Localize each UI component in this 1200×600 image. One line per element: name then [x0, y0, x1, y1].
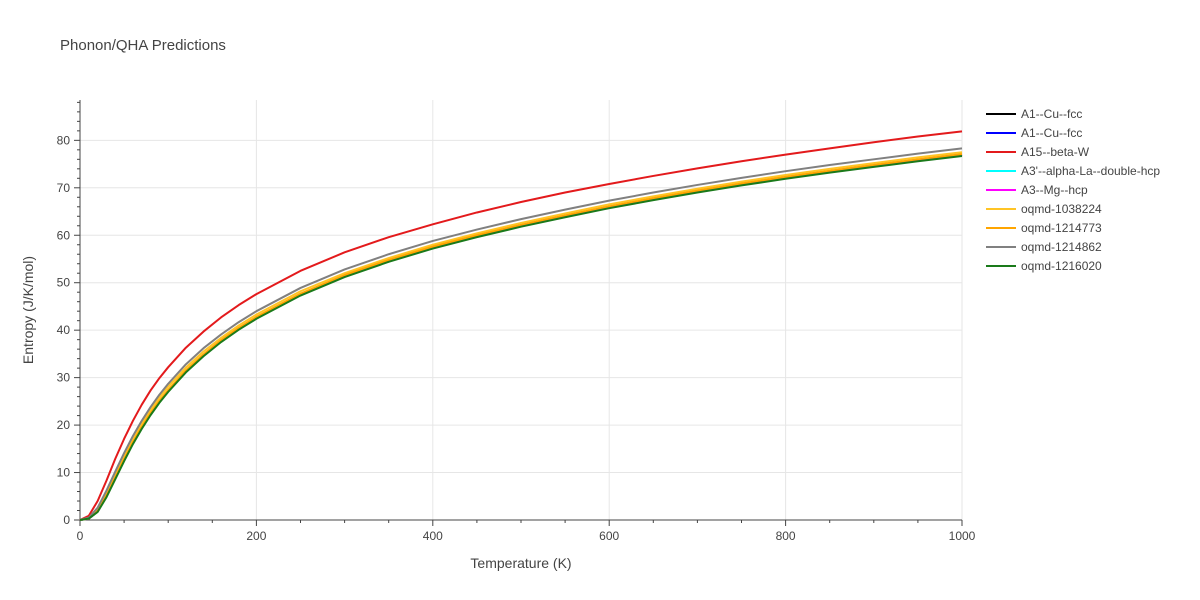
series-line-1: [79, 153, 963, 521]
series-line-2: [79, 130, 963, 521]
series-lines: [79, 130, 963, 521]
chart-title: Phonon/QHA Predictions: [60, 37, 226, 54]
x-tick-label: 400: [423, 529, 443, 543]
legend-label: oqmd-1216020: [1021, 259, 1102, 273]
series-line-0: [79, 153, 963, 521]
legend-item[interactable]: A1--Cu--fcc: [986, 107, 1082, 121]
y-axis-title: Entropy (J/K/mol): [20, 256, 36, 364]
y-tick-label: 30: [57, 371, 71, 385]
y-tick-label: 70: [57, 181, 71, 195]
legend-label: A3'--alpha-La--double-hcp: [1021, 164, 1160, 178]
x-axis-title: Temperature (K): [470, 555, 571, 571]
x-tick-label: 600: [599, 529, 619, 543]
legend-label: A1--Cu--fcc: [1021, 107, 1082, 121]
legend-label: oqmd-1038224: [1021, 202, 1102, 216]
legend-label: oqmd-1214862: [1021, 240, 1102, 254]
legend-label: A3--Mg--hcp: [1021, 183, 1088, 197]
legend-item[interactable]: oqmd-1214862: [986, 240, 1102, 254]
legend-label: oqmd-1214773: [1021, 221, 1102, 235]
legend-label: A1--Cu--fcc: [1021, 126, 1082, 140]
y-tick-label: 0: [63, 513, 70, 527]
legend-label: A15--beta-W: [1021, 145, 1090, 159]
legend-item[interactable]: oqmd-1214773: [986, 221, 1102, 235]
y-tick-label: 20: [57, 418, 71, 432]
axes: 0 200 400 600 800 1000 0 10 20 30 40 50 60 70 80: [57, 100, 976, 543]
legend-item[interactable]: oqmd-1216020: [986, 259, 1102, 273]
legend[interactable]: A1--Cu--fcc A1--Cu--fcc A15--beta-W A3'--al…: [986, 107, 1160, 273]
x-tick-label: 800: [776, 529, 796, 543]
series-line-6: [79, 153, 963, 521]
x-tick-label: 1000: [949, 529, 976, 543]
legend-item[interactable]: A1--Cu--fcc: [986, 126, 1082, 140]
series-line-5: [79, 151, 963, 521]
x-tick-label: 0: [77, 529, 84, 543]
series-line-3: [79, 153, 963, 521]
y-tick-label: 60: [57, 228, 71, 242]
x-tick-label: 200: [246, 529, 266, 543]
series-line-4: [79, 153, 963, 521]
series-line-8: [79, 155, 963, 521]
grid: [80, 100, 963, 520]
y-tick-label: 50: [57, 276, 71, 290]
legend-item[interactable]: oqmd-1038224: [986, 202, 1102, 216]
y-tick-label: 80: [57, 133, 71, 147]
legend-item[interactable]: A3'--alpha-La--double-hcp: [986, 164, 1160, 178]
y-tick-label: 40: [57, 323, 71, 337]
y-tick-label: 10: [57, 466, 71, 480]
series-line-7: [79, 147, 963, 521]
legend-item[interactable]: A3--Mg--hcp: [986, 183, 1088, 197]
legend-item[interactable]: A15--beta-W: [986, 145, 1090, 159]
